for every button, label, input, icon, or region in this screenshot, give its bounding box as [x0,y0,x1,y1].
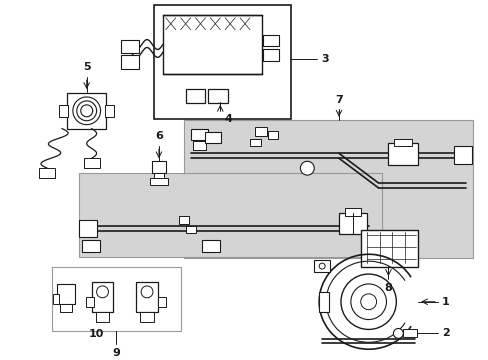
Text: 5: 5 [83,62,90,72]
Bar [387,143,417,165]
Bar [319,292,328,312]
Bar [91,282,113,312]
Bar [163,15,261,74]
Circle shape [97,286,108,298]
Bar [453,147,470,164]
Text: 10: 10 [89,329,104,339]
Bar [249,139,260,147]
Bar [121,40,139,53]
Bar [185,226,195,234]
Text: 7: 7 [334,95,342,105]
Bar [79,173,381,257]
Bar [59,105,68,117]
Bar [83,158,100,168]
Bar [96,312,109,321]
Bar [183,120,471,258]
Bar [140,312,154,321]
Bar [192,141,206,150]
Bar [262,35,278,46]
Bar [57,284,75,304]
Bar [158,297,165,307]
Text: 8: 8 [384,283,391,293]
Bar [338,213,366,234]
Circle shape [340,274,396,329]
Bar [360,230,417,267]
Bar [202,240,220,252]
Bar [81,240,100,252]
Bar [53,294,59,304]
Circle shape [392,328,403,338]
Bar [394,139,411,147]
Text: 1: 1 [441,297,448,307]
Bar [267,131,277,139]
Bar [85,297,93,307]
Bar [208,89,228,103]
Bar [152,161,165,173]
Circle shape [141,286,153,298]
Text: 9: 9 [112,348,120,358]
Bar [154,173,163,181]
Text: 3: 3 [321,54,328,64]
Bar [121,55,139,69]
Text: 6: 6 [155,131,163,141]
Bar [178,216,188,224]
Bar [79,220,97,238]
Bar [190,129,208,140]
Bar [39,168,55,178]
Bar [344,208,360,216]
Circle shape [300,161,314,175]
Text: 4: 4 [224,114,232,124]
Circle shape [350,284,386,320]
Bar [67,93,106,129]
Bar [262,49,278,61]
Text: 2: 2 [441,328,448,338]
Bar [136,282,158,312]
Bar [205,132,221,143]
Circle shape [319,263,325,269]
Bar [150,178,167,185]
Circle shape [360,294,376,310]
Bar [403,329,416,337]
Bar [105,105,114,117]
Bar [60,304,72,312]
Bar [154,5,290,119]
Bar [185,89,205,103]
Bar [52,267,181,332]
Bar [254,127,266,135]
Bar [314,260,329,272]
